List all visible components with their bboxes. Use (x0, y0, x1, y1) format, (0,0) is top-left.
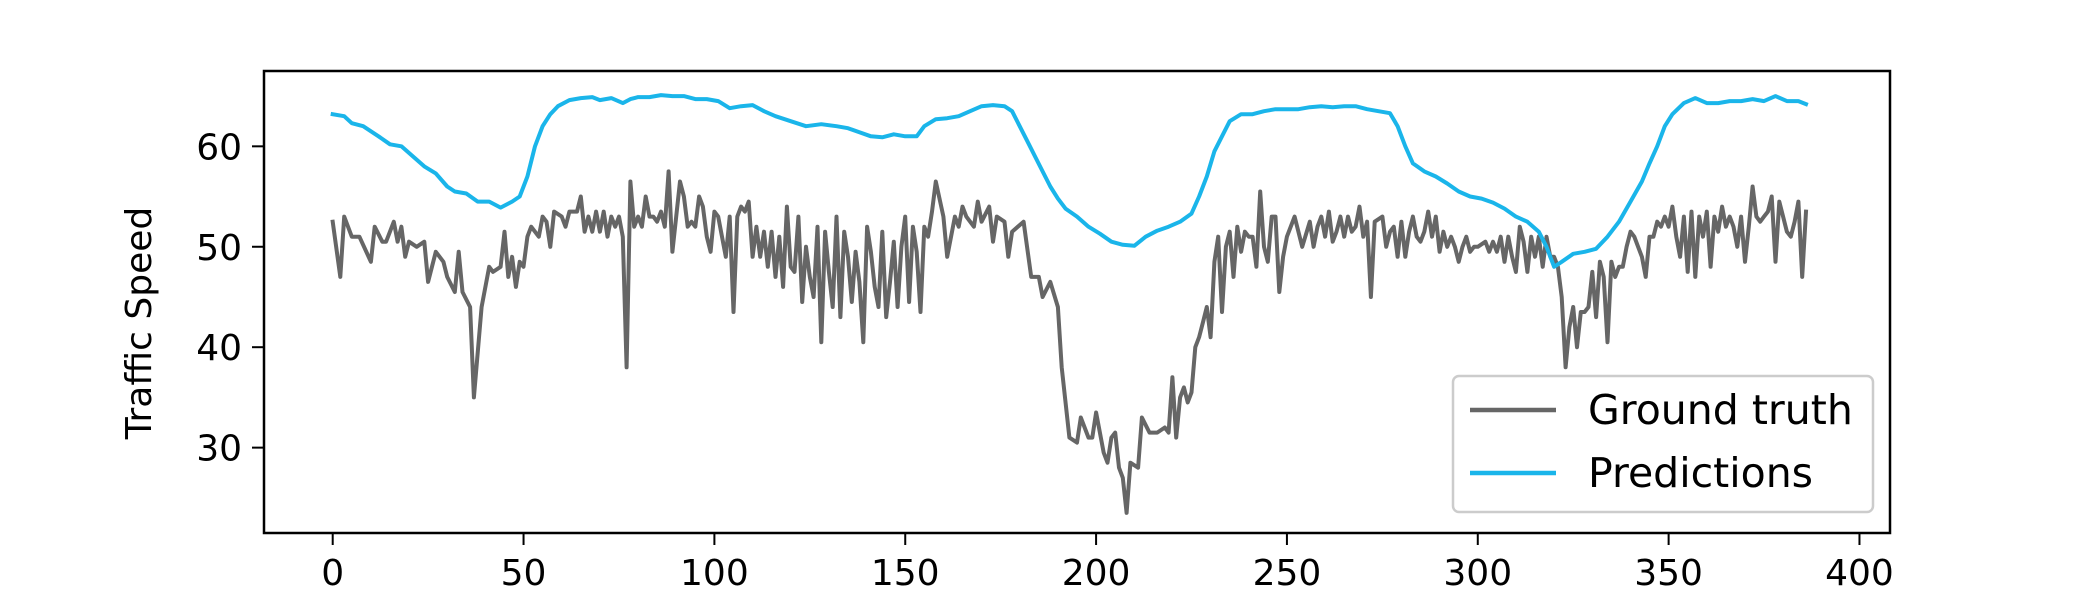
y-tick-label: 50 (196, 228, 242, 269)
x-tick-label: 200 (1062, 553, 1131, 594)
y-tick-label: 30 (196, 429, 242, 470)
x-tick-label: 300 (1443, 553, 1512, 594)
legend-label-ground-truth: Ground truth (1588, 386, 1853, 434)
x-tick-label: 0 (321, 553, 344, 594)
line-predictions (330, 93, 1809, 269)
x-tick-label: 250 (1253, 553, 1322, 594)
plot-frame (262, 69, 1892, 535)
x-tick-label: 100 (680, 553, 749, 594)
x-tick-label: 400 (1825, 553, 1894, 594)
legend-label-predictions: Predictions (1588, 449, 1813, 497)
x-tick-label: 150 (871, 553, 940, 594)
y-axis: 30 40 50 60 (196, 127, 264, 470)
series-ground-truth (330, 169, 1809, 515)
y-tick-label: 40 (196, 328, 242, 369)
legend: Ground truth Predictions (1451, 374, 1875, 514)
x-tick-label: 50 (501, 553, 547, 594)
x-tick-label: 350 (1634, 553, 1703, 594)
y-axis-label: Traffic Speed (119, 207, 160, 440)
y-tick-label: 60 (196, 127, 242, 168)
line-ground-truth (330, 169, 1809, 515)
series-predictions (330, 93, 1809, 269)
legend-box (1451, 374, 1875, 514)
x-axis: 0 50 100 150 200 250 300 350 400 (321, 533, 1894, 594)
